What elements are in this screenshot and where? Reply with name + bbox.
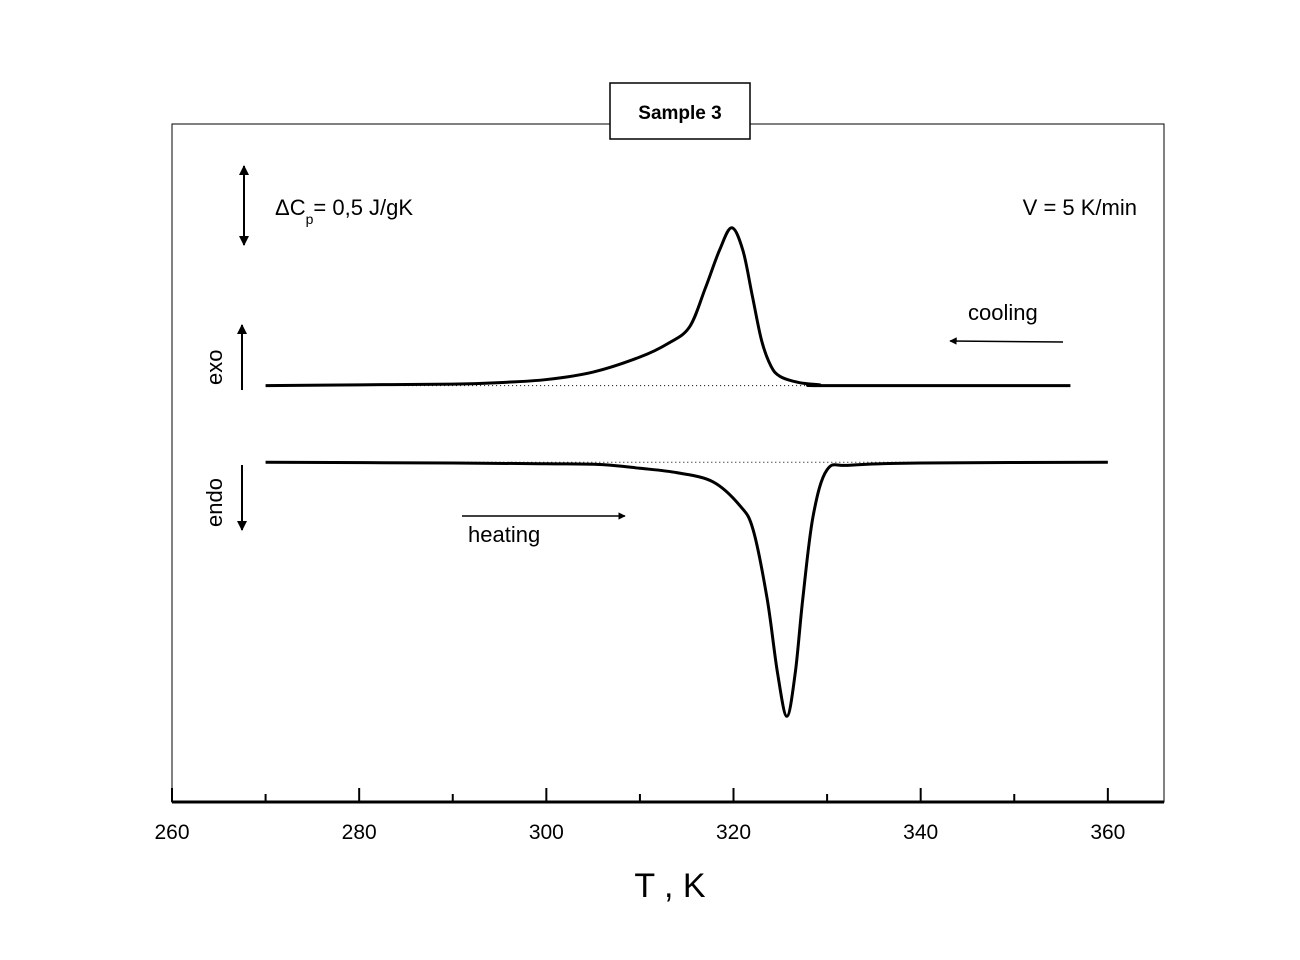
series-group <box>265 226 1108 718</box>
x-ticks <box>171 788 1109 802</box>
exo-label: exo <box>202 350 227 385</box>
x-tick-label: 340 <box>903 821 938 844</box>
series-heating-line <box>265 460 1108 718</box>
baselines <box>404 385 946 463</box>
chart-title: Sample 3 <box>638 103 721 124</box>
x-tick-label: 360 <box>1090 821 1125 844</box>
scale-bar-label: ΔCp= 0,5 J/gK <box>275 195 413 227</box>
x-axis-label: T , K <box>634 867 705 905</box>
x-tick-label: 320 <box>716 821 751 844</box>
x-tick-label: 280 <box>342 821 377 844</box>
x-tick-label: 300 <box>529 821 564 844</box>
rate-label: V = 5 K/min <box>1023 195 1137 220</box>
heating-label: heating <box>468 522 540 547</box>
cooling-label: cooling <box>968 300 1038 325</box>
x-tick-labels: 260 280 300 320 340 360 <box>154 821 1125 844</box>
series-cooling-line <box>265 226 1071 388</box>
title-box <box>609 82 751 140</box>
endo-label: endo <box>202 478 227 527</box>
cooling-arrow-icon <box>949 337 1064 345</box>
x-tick-label: 260 <box>154 821 189 844</box>
